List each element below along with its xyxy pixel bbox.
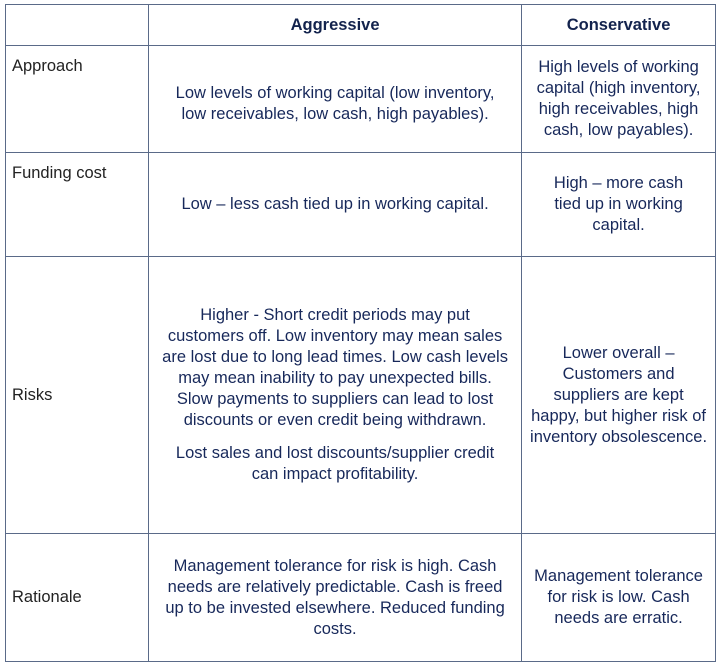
conservative-cell: High levels of working capital (high inv… bbox=[521, 45, 716, 153]
row-label: Approach bbox=[5, 45, 149, 153]
cell-text: Low levels of working capital (low inven… bbox=[175, 84, 495, 123]
row-label: Rationale bbox=[5, 533, 149, 662]
cell-text: Management tolerance for risk is low. Ca… bbox=[534, 567, 703, 627]
table-row-funding-cost: Funding cost Low – less cash tied up in … bbox=[5, 152, 716, 257]
conservative-cell: High – more cash tied up in working capi… bbox=[521, 152, 716, 257]
row-label: Funding cost bbox=[5, 152, 149, 257]
cell-text: Management tolerance for risk is high. C… bbox=[165, 556, 505, 638]
header-conservative: Conservative bbox=[521, 4, 716, 46]
header-blank bbox=[5, 4, 149, 46]
aggressive-cell: Management tolerance for risk is high. C… bbox=[147, 533, 523, 662]
aggressive-cell: Low levels of working capital (low inven… bbox=[147, 45, 523, 153]
header-aggressive: Aggressive bbox=[147, 4, 523, 46]
cell-text: Lower overall – Customers and suppliers … bbox=[530, 343, 708, 446]
working-capital-comparison-table: Aggressive Conservative Approach Low lev… bbox=[5, 4, 716, 662]
cell-text: Higher - Short credit periods may put cu… bbox=[162, 306, 508, 429]
conservative-cell: Management tolerance for risk is low. Ca… bbox=[521, 533, 716, 662]
cell-text: Lost sales and lost discounts/supplier c… bbox=[175, 444, 495, 483]
table-row-approach: Approach Low levels of working capital (… bbox=[5, 45, 716, 153]
conservative-cell: Lower overall – Customers and suppliers … bbox=[521, 256, 716, 534]
row-label: Risks bbox=[5, 256, 149, 534]
cell-text: High levels of working capital (high inv… bbox=[536, 58, 701, 139]
cell-text: High – more cash tied up in working capi… bbox=[553, 174, 684, 234]
header-row: Aggressive Conservative bbox=[5, 4, 716, 46]
aggressive-cell: Low – less cash tied up in working capit… bbox=[147, 152, 523, 257]
aggressive-cell: Higher - Short credit periods may put cu… bbox=[147, 256, 523, 534]
cell-text: Low – less cash tied up in working capit… bbox=[181, 195, 489, 213]
table-row-rationale: Rationale Management tolerance for risk … bbox=[5, 533, 716, 662]
table-row-risks: Risks Higher - Short credit periods may … bbox=[5, 256, 716, 534]
